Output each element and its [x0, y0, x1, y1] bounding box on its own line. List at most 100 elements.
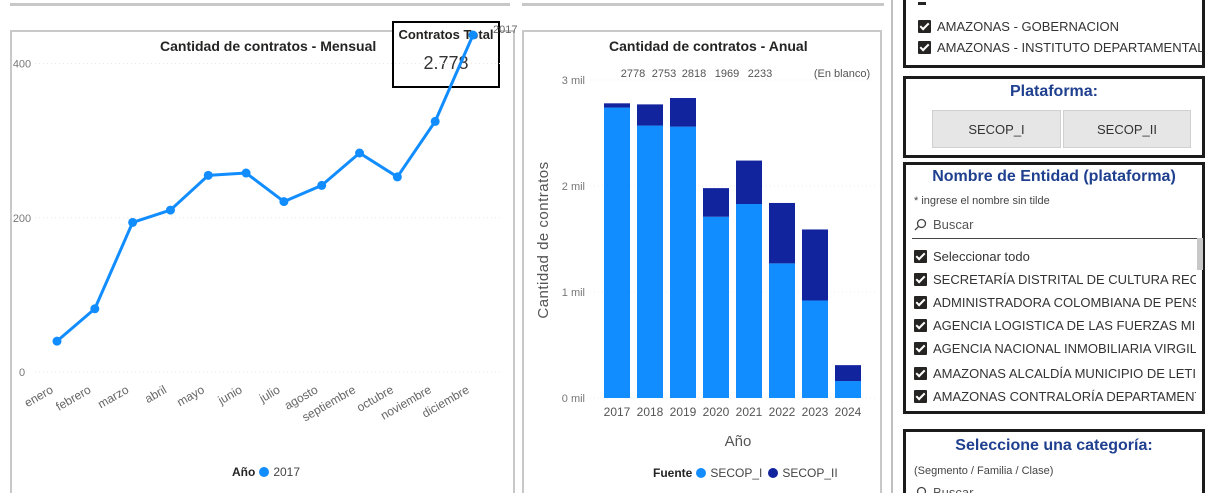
data-point: [165, 205, 175, 215]
data-point: [90, 304, 100, 314]
x-tick-label: 2021: [736, 405, 763, 419]
annual-legend-title: Fuente: [653, 466, 693, 480]
data-point: [430, 116, 440, 126]
partial-checkbox: [918, 2, 926, 5]
top-label: 2778: [621, 68, 645, 80]
plataforma-title: Plataforma:: [1009, 83, 1099, 100]
bar-secop-i: [703, 216, 729, 398]
annual-chart-title: Cantidad de contratos - Anual: [609, 38, 808, 54]
checkbox-icon[interactable]: [918, 20, 931, 33]
bar-secop-i: [769, 263, 795, 398]
monthly-chart-title: Cantidad de contratos - Mensual: [160, 38, 377, 54]
data-point: [52, 336, 62, 346]
x-tick-label: 2023: [802, 405, 829, 419]
x-tick-label: 2024: [835, 405, 862, 419]
entidad-list-item[interactable]: AMAZONAS ALCALDÍA MUNICIPIO DE LETICIA: [914, 366, 1196, 381]
categoria-search-placeholder: Buscar: [933, 485, 974, 493]
entidad-item-label: SECRETARÍA DISTRITAL DE CULTURA RECREACI…: [933, 272, 1196, 287]
legend-dot-secop-i: [696, 468, 707, 478]
checkbox-icon[interactable]: [914, 296, 927, 309]
top-label: 2753: [652, 68, 676, 80]
bar-secop-i: [604, 107, 630, 398]
filter-pane-divider: [891, 0, 893, 493]
entity-slicer-top: AMAZONAS - GOBERNACION AMAZONAS - INSTIT…: [903, 0, 1205, 68]
entidad-list-item[interactable]: ADMINISTRADORA COLOMBIANA DE PENSIONES..…: [914, 295, 1196, 310]
entidad-list-item[interactable]: SECRETARÍA DISTRITAL DE CULTURA RECREACI…: [914, 272, 1196, 287]
checkbox-icon[interactable]: [914, 319, 927, 332]
bar-secop-i: [670, 126, 696, 398]
annual-legend-item-secop-i[interactable]: SECOP_I: [710, 466, 763, 480]
bar-secop-ii: [670, 98, 696, 127]
categoria-hint: (Segmento / Familia / Clase): [914, 465, 1054, 477]
y-axis-title: Cantidad de contratos: [535, 161, 552, 318]
bar-secop-ii: [769, 202, 795, 264]
bar-secop-ii: [835, 365, 861, 382]
bar-secop-ii: [637, 104, 663, 126]
entidad-title: Nombre de Entidad (plataforma): [932, 168, 1176, 185]
monthly-chart-panel: [10, 30, 515, 493]
top-label: 1969: [715, 68, 739, 80]
kpi-label: Contratos Total: [398, 27, 494, 42]
entity-top-item[interactable]: AMAZONAS - GOBERNACION: [918, 19, 1203, 34]
entidad-search-placeholder: Buscar: [933, 217, 974, 232]
bar-secop-ii: [604, 103, 630, 108]
legend-dot-2017: [259, 467, 270, 477]
bar-secop-ii: [703, 188, 729, 217]
data-point: [468, 30, 478, 40]
data-point: [128, 217, 138, 227]
panel-top-edge-middle: [522, 0, 884, 6]
filter-pane: AMAZONAS - GOBERNACION AMAZONAS - INSTIT…: [888, 0, 1217, 493]
entidad-item-label: AMAZONAS ALCALDÍA MUNICIPIO DE LETICIA: [933, 366, 1196, 381]
bar-secop-i: [736, 204, 762, 398]
entity-top-item[interactable]: AMAZONAS - INSTITUTO DEPARTAMENTAL DEL D…: [918, 40, 1203, 55]
entidad-list-item[interactable]: AMAZONAS CONTRALORÍA DEPARTAMENTAL DE...: [914, 389, 1196, 404]
entidad-item-label: AGENCIA LOGISTICA DE LAS FUERZAS MILITAR…: [933, 318, 1196, 333]
checkbox-icon[interactable]: [914, 367, 927, 380]
entidad-item-label: AMAZONAS CONTRALORÍA DEPARTAMENTAL DE...: [933, 389, 1196, 404]
data-point: [355, 148, 365, 158]
entidad-scrollbar[interactable]: [1197, 238, 1203, 270]
plataforma-slicer: Plataforma: SECOP_I SECOP_II: [903, 76, 1205, 158]
y-tick-label: 3 mil: [562, 75, 585, 87]
bar-secop-ii: [802, 229, 828, 301]
search-icon: [914, 218, 927, 231]
top-label: (En blanco): [814, 68, 870, 80]
y-tick-label: 2 mil: [562, 181, 585, 193]
entidad-search[interactable]: Buscar: [914, 217, 1199, 232]
data-point: [203, 170, 213, 180]
annual-bar-chart: 0 mil 1 mil 2 mil 3 mil Cantidad de contrato…: [535, 68, 875, 450]
entity-top-item-label: AMAZONAS - INSTITUTO DEPARTAMENTAL DEL D…: [937, 40, 1203, 55]
checkbox-icon[interactable]: [918, 41, 931, 54]
entity-top-item-label: AMAZONAS - GOBERNACION: [937, 19, 1120, 34]
series-line-2017: [56, 34, 475, 343]
bar-secop-ii: [736, 160, 762, 205]
entidad-list-item[interactable]: AGENCIA NACIONAL INMOBILIARIA VIRGILIO B…: [914, 341, 1196, 356]
checkbox-icon[interactable]: [914, 250, 927, 263]
panel-top-edge-left: [10, 0, 510, 6]
x-tick-label: 2019: [670, 405, 697, 419]
annual-legend-item-secop-ii[interactable]: SECOP_II: [782, 466, 838, 480]
monthly-legend-title: Año: [232, 465, 256, 479]
x-tick-label: 2020: [703, 405, 730, 419]
data-point: [317, 180, 327, 190]
bar-secop-i: [835, 381, 861, 398]
checkbox-icon[interactable]: [914, 273, 927, 286]
entidad-hint: * ingrese el nombre sin tilde: [914, 195, 1050, 207]
checkbox-icon[interactable]: [914, 390, 927, 403]
x-tick-label: 2022: [769, 405, 796, 419]
y-tick-label: 1 mil: [562, 287, 585, 299]
search-icon: [916, 486, 927, 493]
top-label: 2818: [682, 68, 706, 80]
search-underline: [912, 238, 1200, 239]
categoria-title: Seleccione una categoría:: [955, 437, 1153, 454]
monthly-legend-item[interactable]: 2017: [273, 465, 301, 479]
entidad-item-label: Seleccionar todo: [933, 249, 1030, 264]
select-all-item[interactable]: Seleccionar todo: [914, 249, 1196, 264]
monthly-legend: Año 2017: [232, 465, 300, 479]
secop-ii-button[interactable]: SECOP_II: [1063, 110, 1191, 148]
categoria-search[interactable]: Buscar: [914, 485, 973, 493]
checkbox-icon[interactable]: [914, 342, 927, 355]
entidad-list-item[interactable]: AGENCIA LOGISTICA DE LAS FUERZAS MILITAR…: [914, 318, 1196, 333]
categoria-slicer: Seleccione una categoría: (Segmento / Fa…: [903, 429, 1205, 493]
secop-i-button[interactable]: SECOP_I: [932, 110, 1061, 148]
